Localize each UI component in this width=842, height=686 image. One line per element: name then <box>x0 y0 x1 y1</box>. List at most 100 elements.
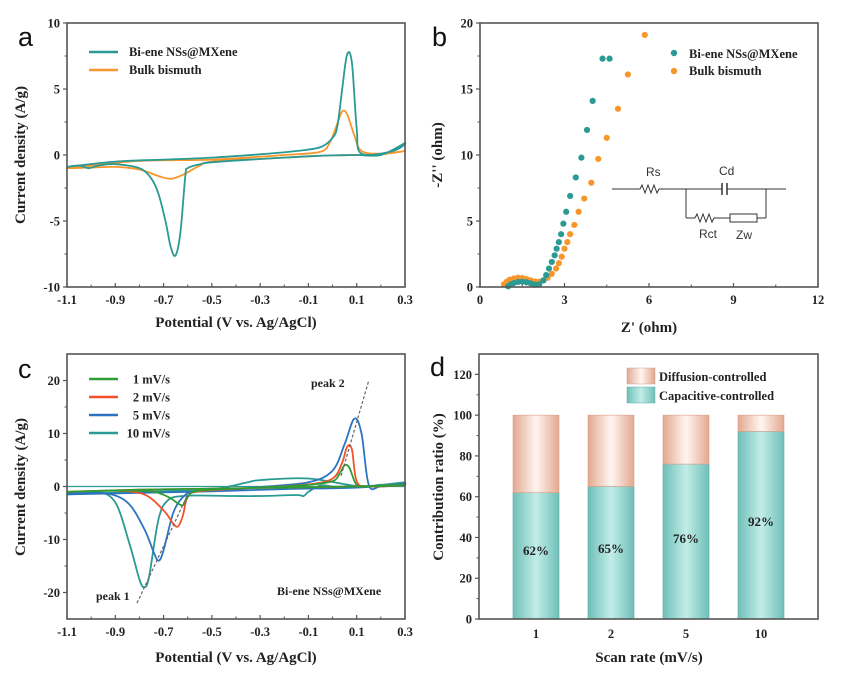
resistor-rs-icon <box>639 183 660 195</box>
circuit-label-zw-text: Zw <box>736 228 752 242</box>
x-tick-label: -0.1 <box>299 293 319 307</box>
legend-label: 5 mV/s <box>133 409 170 423</box>
panel-d-plot: 62% 65% 76% 92% <box>512 414 785 620</box>
data-point-bulk-bismuth <box>581 195 588 202</box>
y-tick-label: 20 <box>48 374 61 388</box>
x-tick-label: -0.7 <box>154 625 174 639</box>
panel-c-ticks: -1.1 -0.9 -0.7 -0.5 -0.3 -0.1 0.1 0.3 -20 -10 0 10 2… <box>43 374 412 639</box>
legend-label: 2 mV/s <box>133 391 170 405</box>
data-point-bi-ene-nss-mxene <box>545 265 553 272</box>
y-tick-label: 20 <box>460 572 473 586</box>
panel-b-xlabel: Z' (ohm) <box>621 320 677 336</box>
bar-diffusion <box>662 414 710 465</box>
data-point-bulk-bismuth <box>552 265 560 272</box>
panel-b: b 0 3 6 9 12 0 5 10 15 20 Z' (ohm) -Z'' (ohm) Bi-… <box>430 17 824 337</box>
panel-c-ylabel: Current density (A/g) <box>13 418 29 556</box>
data-point-bi-ene-nss-mxene <box>599 55 606 62</box>
y-tick-label: 60 <box>460 490 473 504</box>
bar-diffusion <box>512 414 560 493</box>
x-tick-label: 5 <box>683 627 689 641</box>
y-tick-label: 100 <box>453 409 472 423</box>
data-point-bi-ene-nss-mxene <box>551 252 558 259</box>
panel-a-legend: Bi-ene NSs@MXene Bulk bismuth <box>89 45 238 77</box>
panel-letter-c: c <box>18 354 32 384</box>
x-tick-label: -0.5 <box>202 293 222 307</box>
panel-c-plot <box>66 417 407 589</box>
y-tick-label: 120 <box>453 368 472 382</box>
y-tick-label: 0 <box>466 613 472 627</box>
x-tick-label: 0.3 <box>397 625 413 639</box>
y-tick-label: 0 <box>54 480 60 494</box>
series-line-bi-ene-nss-mxene <box>66 51 407 257</box>
y-tick-label: -20 <box>43 586 60 600</box>
x-tick-label: -0.9 <box>105 625 125 639</box>
data-point-bi-ene-nss-mxene <box>567 192 574 200</box>
equivalent-circuit-inset <box>612 183 786 224</box>
legend-marker-bulk-bismuth <box>670 67 678 75</box>
data-point-bi-ene-nss-mxene <box>606 55 613 62</box>
data-point-bulk-bismuth <box>595 155 602 163</box>
data-point-bi-ene-nss-mxene <box>560 220 567 227</box>
series-line-1-mv-s <box>66 463 406 507</box>
y-tick-label: -5 <box>50 215 60 229</box>
bar-data-label: 76% <box>673 531 699 546</box>
data-point-bulk-bismuth <box>641 31 648 38</box>
data-point-bi-ene-nss-mxene <box>555 239 562 246</box>
panel-b-ylabel: -Z'' (ohm) <box>430 122 446 187</box>
panel-b-plot <box>500 31 648 290</box>
legend-marker-bi-ene <box>670 49 678 57</box>
x-tick-label: 6 <box>646 293 652 307</box>
data-point-bulk-bismuth <box>564 239 571 246</box>
x-tick-label: -0.3 <box>250 625 270 639</box>
resistor-rct-icon <box>694 212 715 224</box>
panel-letter-a: a <box>18 22 34 52</box>
data-point-bulk-bismuth <box>561 245 568 252</box>
panel-a-ticks: -1.1 -0.9 -0.7 -0.5 -0.3 -0.1 0.1 0.3 -10 -5 0 5 10 <box>43 17 412 308</box>
bar-capacitive <box>512 492 560 620</box>
data-point-bi-ene-nss-mxene <box>572 174 579 181</box>
x-tick-label: 10 <box>755 627 768 641</box>
x-tick-label: 9 <box>730 293 736 307</box>
bar-capacitive <box>587 486 635 620</box>
panel-a: a -1.1 -0.9 -0.7 -0.5 -0.3 -0.1 0.1 0.3 -10 -5 0 5 1… <box>13 17 413 332</box>
legend-label-capacitive: Capacitive-controlled <box>659 389 774 403</box>
data-point-bulk-bismuth <box>571 221 578 229</box>
series-line-5-mv-s <box>66 417 407 562</box>
panel-c-xlabel: Potential (V vs. Ag/AgCl) <box>155 650 316 666</box>
x-tick-label: 0.1 <box>349 625 365 639</box>
x-tick-label: -0.3 <box>250 293 270 307</box>
y-tick-label: 80 <box>460 449 473 463</box>
data-point-bulk-bismuth <box>567 231 574 238</box>
x-tick-label: -0.7 <box>154 293 174 307</box>
panel-b-ticks: 0 3 6 9 12 0 5 10 15 20 <box>461 17 825 308</box>
legend-label-bi-ene: Bi-ene NSs@MXene <box>689 47 798 61</box>
x-tick-label: -0.9 <box>105 293 125 307</box>
data-point-bi-ene-nss-mxene <box>536 281 543 288</box>
y-tick-label: 15 <box>461 83 474 97</box>
legend-label: 10 mV/s <box>127 427 171 441</box>
annotation-peak-2: peak 2 <box>311 376 345 390</box>
circuit-label-rct-text: Rct <box>699 227 718 241</box>
legend-swatch-diffusion <box>626 367 656 385</box>
data-point-bulk-bismuth <box>555 260 562 267</box>
data-point-bi-ene-nss-mxene <box>558 231 565 238</box>
peak-1-guide-line <box>136 494 189 604</box>
circuit-label-zw: Zw <box>736 228 752 242</box>
y-tick-label: 5 <box>467 215 473 229</box>
panel-c-legend: 1 mV/s 2 mV/s 5 mV/s 10 mV/s <box>89 373 170 441</box>
circuit-label-rs: Rs <box>646 165 661 179</box>
data-point-bi-ene-nss-mxene <box>540 277 547 284</box>
data-point-bulk-bismuth <box>588 179 595 186</box>
panel-d-frame <box>478 353 819 620</box>
data-point-bulk-bismuth <box>614 105 622 112</box>
x-tick-label: 0 <box>477 293 483 307</box>
bar-data-label: 92% <box>748 514 774 529</box>
panel-letter-d: d <box>430 352 445 382</box>
data-point-bi-ene-nss-mxene <box>543 272 550 279</box>
x-tick-label: 2 <box>608 627 614 641</box>
bar-data-label: 62% <box>523 543 549 558</box>
legend-label-bulk-bismuth: Bulk bismuth <box>689 64 762 78</box>
